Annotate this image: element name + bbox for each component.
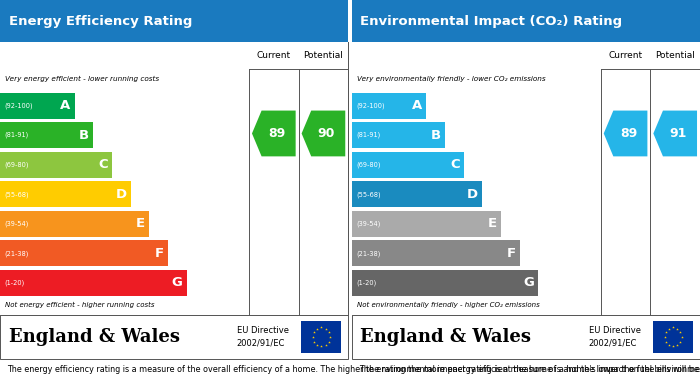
Text: England & Wales: England & Wales <box>8 328 180 346</box>
Text: G: G <box>524 276 534 289</box>
Text: Not energy efficient - higher running costs: Not energy efficient - higher running co… <box>5 302 155 308</box>
Bar <box>601 42 700 69</box>
Text: (55-68): (55-68) <box>356 191 381 197</box>
Text: D: D <box>116 188 127 201</box>
Bar <box>601 69 700 315</box>
Text: Not environmentally friendly - higher CO₂ emissions: Not environmentally friendly - higher CO… <box>357 302 540 308</box>
Bar <box>249 69 349 315</box>
Text: The environmental impact rating is a measure of a home's impact on the environme: The environmental impact rating is a mea… <box>358 365 700 374</box>
Text: Environmental Impact (CO₂) Rating: Environmental Impact (CO₂) Rating <box>360 14 622 28</box>
Text: A: A <box>60 99 71 112</box>
Text: (69-80): (69-80) <box>4 161 29 168</box>
Text: Very energy efficient - lower running costs: Very energy efficient - lower running co… <box>5 76 160 82</box>
Polygon shape <box>603 111 648 156</box>
Text: F: F <box>155 247 164 260</box>
Bar <box>351 93 426 119</box>
Text: EU Directive
2002/91/EC: EU Directive 2002/91/EC <box>589 326 640 347</box>
Bar <box>0 211 149 237</box>
Text: Current: Current <box>257 51 291 60</box>
Polygon shape <box>302 111 345 156</box>
Text: (21-38): (21-38) <box>4 250 29 256</box>
Bar <box>351 152 464 178</box>
Text: E: E <box>136 217 145 230</box>
Text: D: D <box>467 188 478 201</box>
Bar <box>0 181 131 207</box>
Bar <box>0 42 249 315</box>
Text: Energy Efficiency Rating: Energy Efficiency Rating <box>8 14 192 28</box>
Text: Current: Current <box>608 51 643 60</box>
Bar <box>351 122 445 148</box>
Bar <box>351 181 482 207</box>
Bar <box>0 42 349 315</box>
Text: G: G <box>172 276 183 289</box>
Text: Very environmentally friendly - lower CO₂ emissions: Very environmentally friendly - lower CO… <box>357 76 545 82</box>
Text: F: F <box>507 247 516 260</box>
Bar <box>0 270 187 296</box>
Text: E: E <box>488 217 497 230</box>
Bar <box>249 42 349 69</box>
Text: Potential: Potential <box>304 51 344 60</box>
Polygon shape <box>252 111 295 156</box>
Text: (21-38): (21-38) <box>356 250 380 256</box>
Bar <box>0 0 349 42</box>
Bar <box>0 240 168 266</box>
Text: B: B <box>430 129 441 142</box>
Text: EU Directive
2002/91/EC: EU Directive 2002/91/EC <box>237 326 289 347</box>
Text: A: A <box>412 99 422 112</box>
Text: (1-20): (1-20) <box>356 280 376 286</box>
Text: (92-100): (92-100) <box>356 102 384 109</box>
Bar <box>0 152 112 178</box>
Text: (81-91): (81-91) <box>356 132 380 138</box>
Bar <box>351 270 538 296</box>
Text: The energy efficiency rating is a measure of the overall efficiency of a home. T: The energy efficiency rating is a measur… <box>7 365 700 374</box>
Text: England & Wales: England & Wales <box>360 328 531 346</box>
Text: (92-100): (92-100) <box>4 102 33 109</box>
Text: 91: 91 <box>670 127 687 140</box>
Bar <box>0 315 349 359</box>
Bar <box>351 240 520 266</box>
Text: 89: 89 <box>620 127 637 140</box>
Bar <box>351 315 700 359</box>
Bar <box>301 321 342 353</box>
Text: (69-80): (69-80) <box>356 161 380 168</box>
Text: 89: 89 <box>268 127 286 140</box>
Text: C: C <box>98 158 108 171</box>
Text: (55-68): (55-68) <box>4 191 29 197</box>
Bar <box>351 42 601 315</box>
Text: C: C <box>450 158 460 171</box>
Bar <box>0 122 93 148</box>
Bar <box>351 0 700 42</box>
Bar <box>351 42 700 315</box>
Polygon shape <box>653 111 697 156</box>
Text: (39-54): (39-54) <box>4 221 29 227</box>
Bar <box>653 321 693 353</box>
Text: Potential: Potential <box>655 51 695 60</box>
Text: (81-91): (81-91) <box>4 132 29 138</box>
Text: B: B <box>79 129 89 142</box>
Bar <box>351 211 501 237</box>
Bar <box>0 93 75 119</box>
Text: (39-54): (39-54) <box>356 221 380 227</box>
Text: 90: 90 <box>318 127 335 140</box>
Text: (1-20): (1-20) <box>4 280 25 286</box>
